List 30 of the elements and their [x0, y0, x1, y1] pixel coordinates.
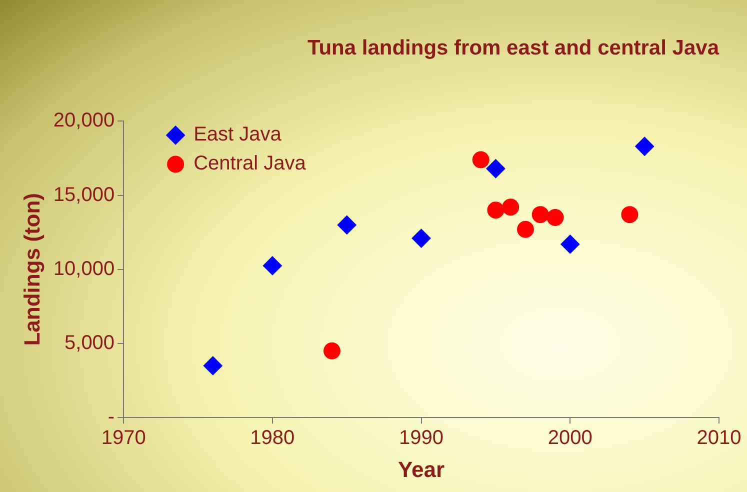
- point: [621, 206, 638, 224]
- x-axis-title: Year: [398, 456, 445, 482]
- point: [502, 198, 520, 216]
- legend-label: Central Java: [194, 152, 307, 175]
- y-tick-label: -: [108, 406, 115, 428]
- point: [516, 220, 534, 238]
- x-tick-label: 1980: [250, 427, 295, 450]
- point: [546, 209, 564, 226]
- point: [532, 206, 549, 224]
- point: [262, 256, 282, 276]
- y-tick-label: 5,000: [64, 332, 115, 354]
- chart-title: Tuna landings from east and central Java: [307, 36, 720, 60]
- point: [337, 215, 356, 234]
- x-tick-label: 1990: [399, 427, 444, 450]
- point: [486, 159, 506, 178]
- point: [412, 228, 431, 248]
- point: [323, 342, 340, 360]
- y-tick-label: 20,000: [53, 110, 115, 132]
- x-tick-label: 2010: [696, 427, 742, 450]
- y-tick-label: 10,000: [53, 258, 115, 280]
- x-tick-label: 2000: [548, 427, 592, 450]
- point: [635, 136, 654, 156]
- y-axis-title: Landings (ton): [19, 193, 44, 346]
- legend-label: East Java: [194, 124, 282, 146]
- y-tick-label: 15,000: [53, 184, 115, 206]
- point: [203, 356, 222, 376]
- point: [487, 202, 504, 219]
- x-tick-label: 1970: [101, 427, 146, 450]
- point: [472, 151, 490, 168]
- point: [560, 234, 580, 254]
